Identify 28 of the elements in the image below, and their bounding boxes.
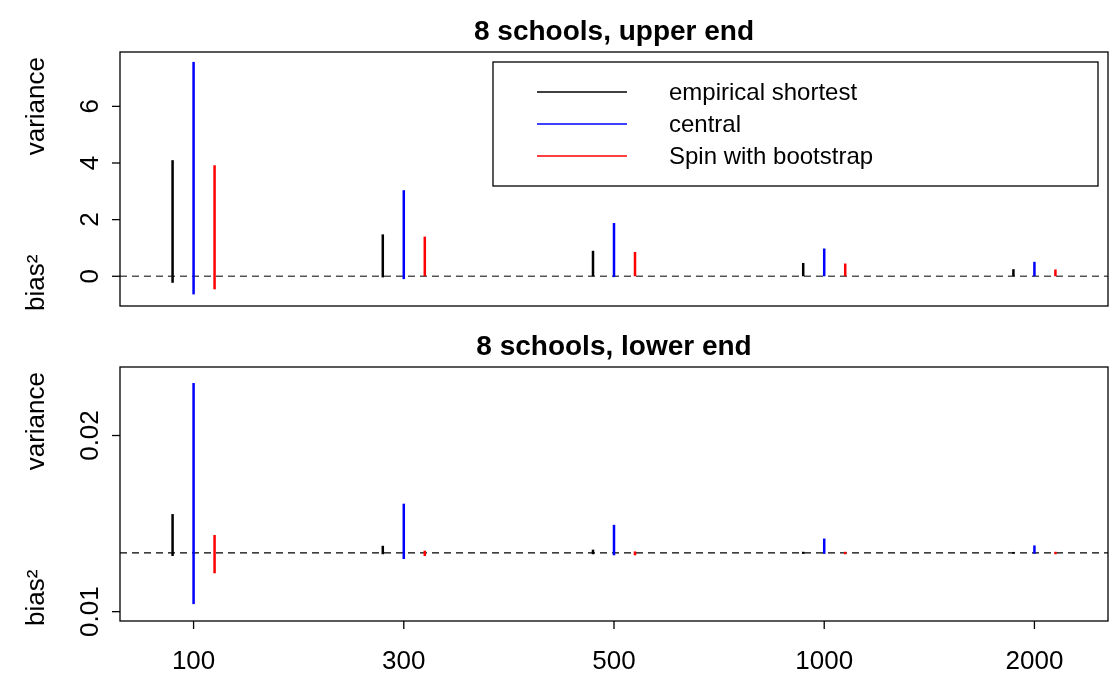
- legend-label: Spin with bootstrap: [669, 142, 874, 169]
- bar: [192, 61, 195, 295]
- legend-label: empirical shortest: [669, 78, 858, 105]
- bar: [1033, 545, 1036, 554]
- bar: [213, 165, 216, 290]
- legend-label: central: [669, 110, 742, 137]
- y-tick-label: 0.02: [74, 410, 104, 461]
- x-tick-label: 100: [171, 645, 216, 675]
- bar: [1054, 269, 1057, 277]
- y-tick-label: 0: [74, 269, 104, 284]
- bar: [213, 535, 216, 574]
- bar: [171, 160, 174, 283]
- bar: [1033, 261, 1036, 277]
- bar: [1012, 269, 1015, 277]
- chart-title: 8 schools, upper end: [473, 15, 755, 46]
- bar: [192, 383, 195, 605]
- bar: [1054, 551, 1057, 555]
- y-tick-label: 4: [74, 155, 104, 171]
- text: bias² variance: [20, 372, 50, 626]
- text: bias² variance: [20, 57, 50, 311]
- x-tick-label: 2000: [1005, 645, 1064, 675]
- x-tick-label: 500: [592, 645, 636, 675]
- y-tick-label: 6: [74, 99, 104, 114]
- y-tick-label: 2: [74, 212, 104, 227]
- x-tick-label: 300: [382, 645, 426, 675]
- chart-title: 8 schools, lower end: [476, 330, 752, 361]
- y-tick-label: 0.01: [74, 586, 104, 637]
- x-tick-label: 1000: [795, 645, 854, 675]
